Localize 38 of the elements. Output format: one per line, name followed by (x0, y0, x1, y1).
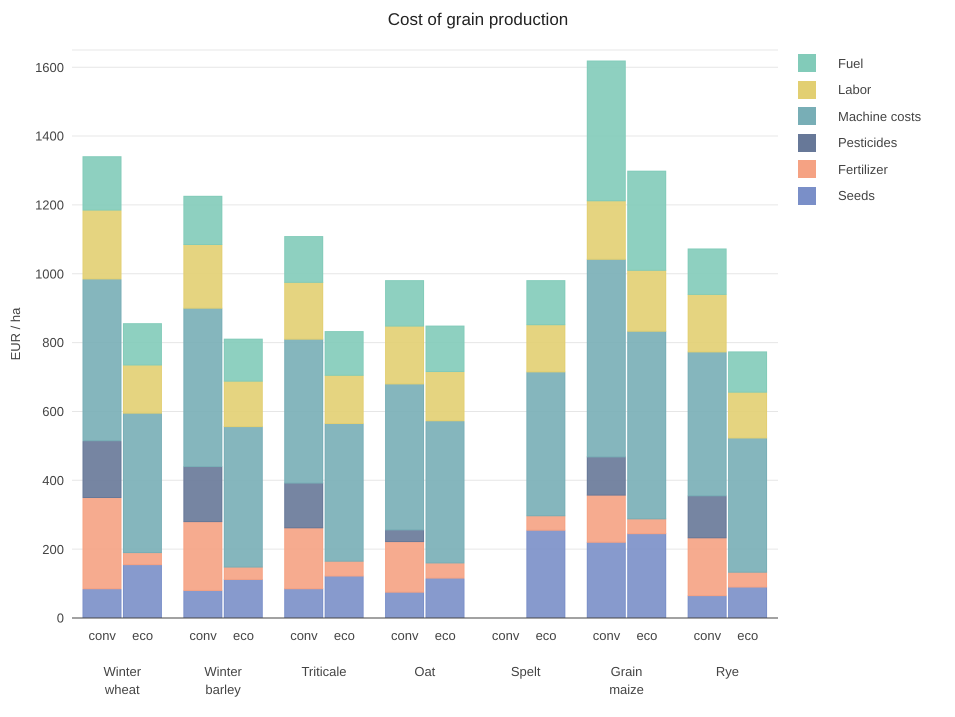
x-tick-label: eco (132, 628, 154, 643)
x-tick-label: eco (636, 628, 658, 643)
y-tick-label: 1000 (35, 266, 64, 282)
x-tick-label: eco (233, 628, 254, 643)
legend-label: Labor (837, 81, 872, 100)
text: Grain maize (609, 664, 644, 697)
text: Rye (716, 664, 739, 679)
legend-label: Seeds (837, 187, 876, 206)
x-tick-label: conv (592, 628, 621, 643)
y-tick-label: 1400 (35, 128, 64, 144)
x-tick-label: conv (391, 628, 420, 643)
y-tick-label: 1200 (35, 198, 64, 213)
legend-label: Fuel (837, 54, 864, 73)
x-tick-label: conv (290, 628, 318, 643)
x-tick-label: conv (189, 628, 218, 643)
x-tick-label: conv (694, 628, 722, 643)
x-tick-label: eco (434, 628, 456, 643)
y-axis-title: EUR / ha (8, 306, 23, 360)
x-tick-label: conv (492, 628, 520, 643)
x-tick-label: conv (88, 628, 116, 643)
text: Oat (414, 664, 436, 679)
legend-label: Machine costs (837, 108, 922, 126)
y-tick-label: 400 (42, 472, 64, 488)
y-tick-label: 0 (56, 610, 64, 626)
chart-title: Cost of grain production (386, 9, 570, 31)
legend-label: Fertilizer (837, 160, 889, 179)
text: Winter wheat (103, 664, 142, 697)
y-tick-label: 1600 (35, 60, 64, 75)
text: Triticale (301, 664, 346, 679)
y-tick-label: 600 (42, 404, 64, 420)
x-tick-label: eco (536, 628, 557, 643)
text: Winter barley (204, 664, 243, 697)
x-tick-label: eco (737, 628, 758, 643)
y-tick-label: 200 (42, 542, 64, 557)
legend-label: Pesticides (837, 134, 898, 152)
x-tick-label: eco (334, 628, 355, 643)
text: Spelt (510, 664, 541, 679)
y-tick-label: 800 (42, 335, 64, 350)
